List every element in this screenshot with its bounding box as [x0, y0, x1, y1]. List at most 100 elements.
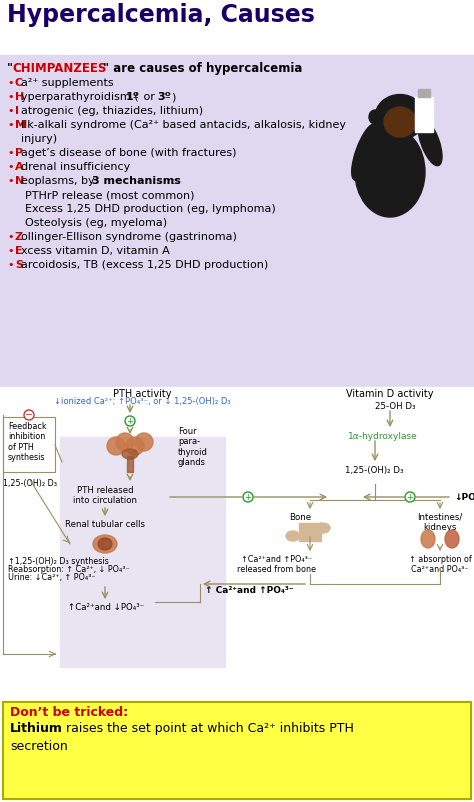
Text: 1,25-(OH)₂ D₃: 1,25-(OH)₂ D₃ — [3, 479, 57, 488]
Ellipse shape — [352, 124, 378, 180]
Text: −: − — [25, 410, 33, 420]
Text: N: N — [15, 176, 24, 186]
Bar — [60, 437, 225, 667]
Text: ↓ionized Ca²⁺; ↑PO₄³⁻, or ↓ 1,25-(OH)₂ D₃: ↓ionized Ca²⁺; ↑PO₄³⁻, or ↓ 1,25-(OH)₂ D… — [54, 397, 230, 406]
Text: or: or — [140, 92, 158, 102]
Ellipse shape — [286, 531, 300, 541]
Text: •: • — [7, 120, 13, 130]
Text: •: • — [7, 162, 13, 172]
Text: C: C — [15, 78, 23, 88]
Text: Renal tubular cells: Renal tubular cells — [65, 520, 145, 529]
Bar — [127, 456, 133, 472]
Bar — [0, 0, 474, 55]
Text: Z: Z — [15, 232, 23, 242]
Text: Don’t be tricked:: Don’t be tricked: — [10, 706, 128, 719]
Text: 3º: 3º — [157, 92, 171, 102]
Circle shape — [126, 437, 144, 455]
Text: •: • — [7, 78, 13, 88]
Ellipse shape — [316, 523, 330, 533]
Bar — [0, 55, 474, 387]
Text: a²⁺ supplements: a²⁺ supplements — [21, 78, 114, 88]
Ellipse shape — [384, 107, 416, 137]
Text: Hypercalcemia, Causes: Hypercalcemia, Causes — [7, 3, 315, 27]
Ellipse shape — [421, 530, 435, 548]
Text: yperparathyroidism (: yperparathyroidism ( — [21, 92, 138, 102]
Circle shape — [116, 433, 134, 451]
Text: ilk-alkali syndrome (Ca²⁺ based antacids, alkalosis, kidney: ilk-alkali syndrome (Ca²⁺ based antacids… — [21, 120, 346, 130]
Text: Bone: Bone — [289, 513, 311, 522]
Text: •: • — [7, 92, 13, 102]
Text: Urine: ↓Ca²⁺, ↑ PO₄³⁻: Urine: ↓Ca²⁺, ↑ PO₄³⁻ — [8, 573, 96, 582]
Text: aget’s disease of bone (with fractures): aget’s disease of bone (with fractures) — [21, 148, 237, 158]
Ellipse shape — [445, 530, 459, 548]
Text: PTHrP release (most common): PTHrP release (most common) — [25, 190, 194, 200]
Text: Feedback
inhibition
of PTH
synthesis: Feedback inhibition of PTH synthesis — [8, 422, 46, 462]
Circle shape — [243, 492, 253, 502]
Text: +: + — [245, 492, 251, 501]
Text: secretion: secretion — [10, 740, 68, 753]
Text: ↓PO₄³⁻: ↓PO₄³⁻ — [454, 493, 474, 502]
Circle shape — [125, 416, 135, 426]
Text: eoplasms, by: eoplasms, by — [21, 176, 98, 186]
Text: injury): injury) — [21, 134, 57, 144]
Text: 25-OH D₃: 25-OH D₃ — [375, 402, 416, 411]
Bar — [418, 89, 430, 97]
Text: 1º: 1º — [126, 92, 140, 102]
Text: +: + — [407, 492, 413, 501]
Text: ): ) — [171, 92, 175, 102]
Text: Excess 1,25 DHD production (eg, lymphoma): Excess 1,25 DHD production (eg, lymphoma… — [25, 204, 276, 214]
Text: +: + — [127, 416, 134, 426]
Circle shape — [24, 410, 34, 420]
Text: •: • — [7, 148, 13, 158]
Text: 1α-hydroxylase: 1α-hydroxylase — [348, 432, 418, 441]
Text: •: • — [7, 246, 13, 256]
Ellipse shape — [418, 119, 442, 166]
Ellipse shape — [122, 449, 138, 459]
Text: ↑Ca²⁺and ↓PO₄³⁻: ↑Ca²⁺and ↓PO₄³⁻ — [68, 603, 144, 612]
Bar — [3, 702, 471, 799]
Bar — [415, 97, 433, 132]
Text: •: • — [7, 106, 13, 116]
Text: ↑1,25-(OH)₂ D₃ synthesis: ↑1,25-(OH)₂ D₃ synthesis — [8, 557, 109, 566]
Text: CHIMPANZEES: CHIMPANZEES — [12, 62, 106, 75]
Ellipse shape — [93, 535, 117, 553]
Ellipse shape — [355, 127, 425, 217]
Text: •: • — [7, 232, 13, 242]
Text: Osteolysis (eg, myeloma): Osteolysis (eg, myeloma) — [25, 218, 167, 228]
Text: •: • — [7, 260, 13, 270]
Text: S: S — [15, 260, 23, 270]
Text: ↑ Ca²⁺and ↑PO₄³⁻: ↑ Ca²⁺and ↑PO₄³⁻ — [205, 586, 293, 595]
Text: E: E — [15, 246, 23, 256]
Text: xcess vitamin D, vitamin A: xcess vitamin D, vitamin A — [21, 246, 170, 256]
Circle shape — [107, 437, 125, 455]
Text: ollinger-Ellison syndrome (gastrinoma): ollinger-Ellison syndrome (gastrinoma) — [21, 232, 237, 242]
Text: Intestines/
kidneys: Intestines/ kidneys — [418, 513, 463, 533]
Circle shape — [405, 492, 415, 502]
Text: •: • — [7, 176, 13, 186]
Ellipse shape — [375, 95, 425, 140]
Text: 1,25-(OH)₂ D₃: 1,25-(OH)₂ D₃ — [345, 466, 403, 475]
Bar — [299, 523, 321, 541]
Text: arcoidosis, TB (excess 1,25 DHD production): arcoidosis, TB (excess 1,25 DHD producti… — [21, 260, 268, 270]
Text: Four
para-
thyroid
glands: Four para- thyroid glands — [178, 427, 208, 467]
Text: 3 mechanisms: 3 mechanisms — [92, 176, 181, 186]
Text: P: P — [15, 148, 23, 158]
Circle shape — [135, 433, 153, 451]
Ellipse shape — [369, 110, 381, 124]
Text: A: A — [15, 162, 24, 172]
Text: raises the set point at which Ca²⁺ inhibits PTH: raises the set point at which Ca²⁺ inhib… — [62, 722, 354, 735]
Text: H: H — [15, 92, 24, 102]
Text: " are causes of hypercalcemia: " are causes of hypercalcemia — [103, 62, 302, 75]
Text: drenal insufficiency: drenal insufficiency — [21, 162, 130, 172]
Text: ↑ absorption of
Ca²⁺and PO₄³⁻: ↑ absorption of Ca²⁺and PO₄³⁻ — [409, 555, 471, 574]
Text: ↑Ca²⁺and ↑PO₄³⁻
released from bone: ↑Ca²⁺and ↑PO₄³⁻ released from bone — [237, 555, 317, 574]
Bar — [0, 387, 474, 702]
Text: ": " — [7, 62, 13, 75]
Text: Reabsorption: ↑ Ca²⁺, ↓ PO₄³⁻: Reabsorption: ↑ Ca²⁺, ↓ PO₄³⁻ — [8, 565, 130, 574]
Text: atrogenic (eg, thiazides, lithium): atrogenic (eg, thiazides, lithium) — [21, 106, 203, 116]
Bar — [3, 702, 471, 799]
Text: Lithium: Lithium — [10, 722, 63, 735]
Text: Vitamin D activity: Vitamin D activity — [346, 389, 434, 399]
Text: PTH released
into circulation: PTH released into circulation — [73, 486, 137, 505]
Text: :: : — [172, 176, 176, 186]
